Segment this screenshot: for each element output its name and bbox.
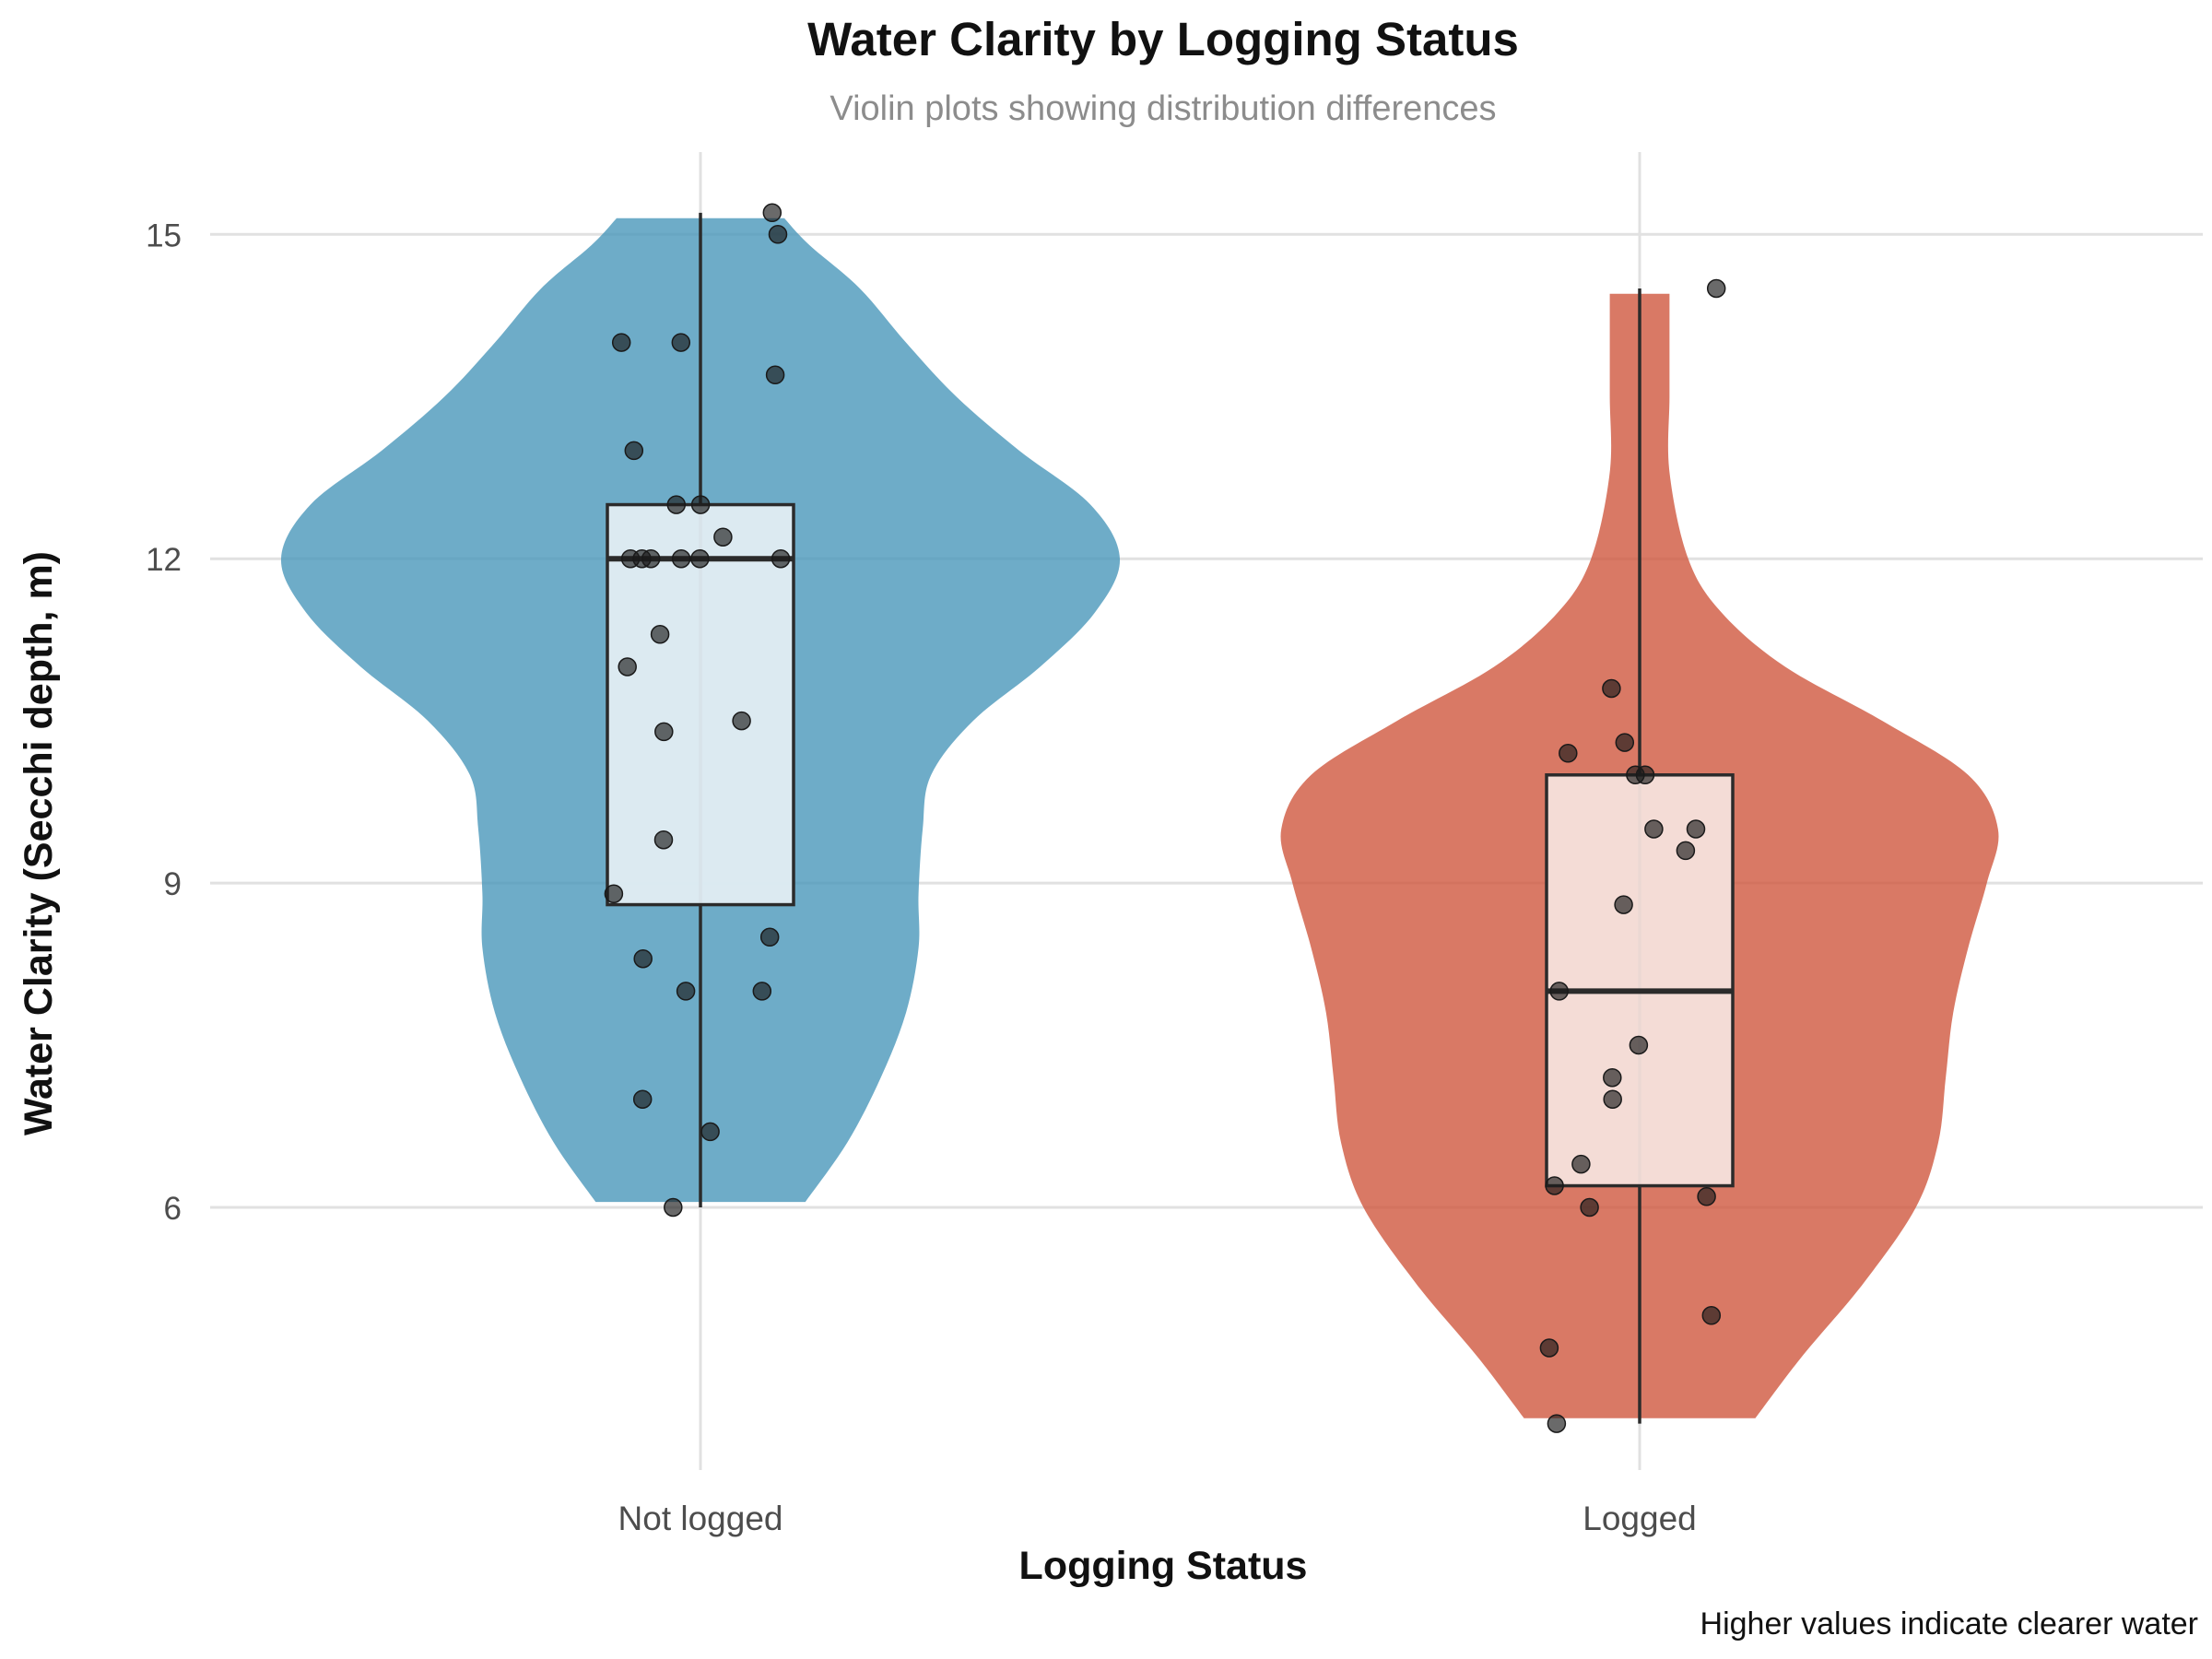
data-points [604,203,1726,1433]
x-tick-label: Logged [1583,1500,1696,1537]
data-point [666,495,687,514]
data-point [700,1122,720,1142]
axes: 6 9 12 15 Not logged Logged [146,218,1697,1537]
y-tick-label: 9 [164,866,182,902]
chart-caption: Higher values indicate clearer water [1700,1606,2198,1641]
data-point [633,948,653,969]
data-point [671,333,691,352]
data-point [650,625,670,644]
chart-subtitle: Violin plots showing distribution differ… [830,89,1496,128]
data-point [732,711,751,731]
data-point [664,1197,683,1218]
data-point [1539,1338,1559,1358]
chart-title: Water Clarity by Logging Status [807,13,1519,65]
data-point [1706,278,1726,299]
data-point [1571,1154,1591,1174]
data-point [752,982,772,1001]
data-point [1697,1187,1716,1206]
y-tick-label: 12 [146,542,182,578]
data-point [1603,1089,1622,1109]
data-point [1615,733,1635,752]
violins [280,218,1999,1418]
data-point [1549,982,1569,1001]
x-axis-label: Logging Status [1019,1544,1308,1588]
data-point [1602,678,1621,699]
data-point [771,548,791,569]
data-point [671,548,691,569]
data-point [762,203,782,223]
data-point [632,1089,653,1109]
data-point [624,441,644,461]
data-point [690,495,711,514]
data-point [765,365,785,385]
data-point [768,225,788,244]
y-axis-label: Water Clarity (Secchi depth, m) [17,551,61,1135]
data-point [1644,819,1664,839]
data-point [676,982,696,1001]
data-point [1580,1197,1599,1218]
data-point [632,548,652,569]
data-point [654,722,674,742]
data-point [690,548,710,569]
data-point [653,830,674,850]
y-tick-label: 15 [146,218,182,253]
data-point [1547,1414,1567,1433]
data-point [1545,1176,1564,1195]
x-tick-label: Not logged [618,1500,783,1537]
data-point [1701,1306,1722,1325]
box-iqr [1545,773,1735,1188]
data-point [604,884,624,904]
data-point [1635,765,1655,785]
data-point [1559,744,1578,763]
data-point [1686,819,1706,839]
boxplots [606,212,1735,1424]
data-point [759,927,780,947]
data-point [618,657,637,677]
y-tick-label: 6 [164,1191,182,1227]
data-point [713,527,733,547]
data-point [1614,895,1633,914]
data-point [1603,1067,1622,1088]
data-point [1629,1035,1649,1055]
data-point [1676,841,1696,861]
data-point [611,333,631,352]
